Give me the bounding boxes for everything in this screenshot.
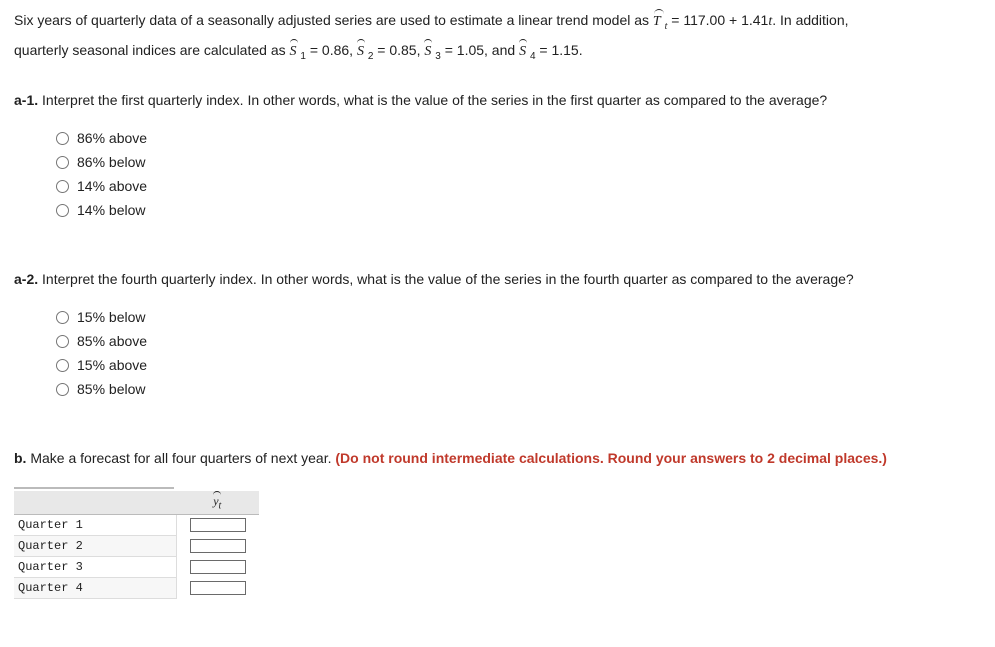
a2-label: a-2. <box>14 271 38 287</box>
a1-options: 86% above 86% below 14% above 14% below <box>56 127 981 223</box>
a2-radio-2[interactable] <box>56 359 69 372</box>
intro-line1: Six years of quarterly data of a seasona… <box>14 10 981 34</box>
a2-option-label-3: 85% below <box>77 379 146 400</box>
b-text: Make a forecast for all four quarters of… <box>26 450 335 466</box>
table-row: Quarter 4 <box>14 577 259 598</box>
table-header-blank <box>14 491 176 515</box>
input-q1[interactable] <box>190 518 246 532</box>
s4-val: = 1.15. <box>536 42 583 58</box>
s3-val: = 1.05, and <box>441 42 519 58</box>
cell-q2 <box>176 535 259 556</box>
intro-suffix: . In addition, <box>772 12 848 28</box>
a2-option-1[interactable]: 85% above <box>56 330 981 354</box>
a2-option-0[interactable]: 15% below <box>56 306 981 330</box>
row-label-q3: Quarter 3 <box>14 556 176 577</box>
table-header-yhat: yt <box>176 491 259 515</box>
a1-option-1[interactable]: 86% below <box>56 151 981 175</box>
row-label-q1: Quarter 1 <box>14 514 176 535</box>
a2-option-3[interactable]: 85% below <box>56 378 981 402</box>
a2-option-2[interactable]: 15% above <box>56 354 981 378</box>
a2-radio-1[interactable] <box>56 335 69 348</box>
a1-option-2[interactable]: 14% above <box>56 175 981 199</box>
intro-prefix: Six years of quarterly data of a seasona… <box>14 12 653 28</box>
row-label-q2: Quarter 2 <box>14 535 176 556</box>
s-hat-1: S <box>290 41 297 62</box>
s1-val: = 0.86, <box>306 42 357 58</box>
input-q3[interactable] <box>190 560 246 574</box>
b-instructions: (Do not round intermediate calculations.… <box>335 450 887 466</box>
question-a2: a-2. Interpret the fourth quarterly inde… <box>14 269 981 290</box>
cell-q3 <box>176 556 259 577</box>
a2-option-label-1: 85% above <box>77 331 147 352</box>
a1-text: Interpret the first quarterly index. In … <box>38 92 827 108</box>
question-a1: a-1. Interpret the first quarterly index… <box>14 90 981 111</box>
forecast-table: yt Quarter 1 Quarter 2 Quarter 3 Quarter… <box>14 491 259 599</box>
cell-q4 <box>176 577 259 598</box>
input-q2[interactable] <box>190 539 246 553</box>
input-q4[interactable] <box>190 581 246 595</box>
s-hat-2: S <box>357 41 364 62</box>
a2-radio-3[interactable] <box>56 383 69 396</box>
trend-hat-T: T <box>653 11 661 32</box>
b-label: b. <box>14 450 26 466</box>
a2-options: 15% below 85% above 15% above 85% below <box>56 306 981 402</box>
line2-prefix: quarterly seasonal indices are calculate… <box>14 42 290 58</box>
a2-option-label-0: 15% below <box>77 307 146 328</box>
table-top-border <box>14 485 174 489</box>
s-hat-4: S <box>519 41 526 62</box>
cell-q1 <box>176 514 259 535</box>
t-var: t <box>768 14 772 29</box>
a1-radio-3[interactable] <box>56 204 69 217</box>
a2-option-label-2: 15% above <box>77 355 147 376</box>
a2-text: Interpret the fourth quarterly index. In… <box>38 271 854 287</box>
a1-option-label-1: 86% below <box>77 152 146 173</box>
s2-val: = 0.85, <box>373 42 424 58</box>
table-row: Quarter 1 <box>14 514 259 535</box>
eq-rhs: = 117.00 + 1.41 <box>667 12 768 28</box>
a1-option-0[interactable]: 86% above <box>56 127 981 151</box>
a1-radio-2[interactable] <box>56 180 69 193</box>
a1-radio-1[interactable] <box>56 156 69 169</box>
question-b: b. Make a forecast for all four quarters… <box>14 448 981 469</box>
yhat-symbol: y <box>213 492 218 510</box>
a1-option-label-0: 86% above <box>77 128 147 149</box>
a1-option-label-2: 14% above <box>77 176 147 197</box>
s-hat-3: S <box>424 41 431 62</box>
table-row: Quarter 2 <box>14 535 259 556</box>
row-label-q4: Quarter 4 <box>14 577 176 598</box>
a1-option-label-3: 14% below <box>77 200 146 221</box>
a2-radio-0[interactable] <box>56 311 69 324</box>
table-row: Quarter 3 <box>14 556 259 577</box>
a1-label: a-1. <box>14 92 38 108</box>
intro-line2: quarterly seasonal indices are calculate… <box>14 40 981 64</box>
a1-option-3[interactable]: 14% below <box>56 199 981 223</box>
forecast-table-wrap: yt Quarter 1 Quarter 2 Quarter 3 Quarter… <box>14 485 981 599</box>
a1-radio-0[interactable] <box>56 132 69 145</box>
